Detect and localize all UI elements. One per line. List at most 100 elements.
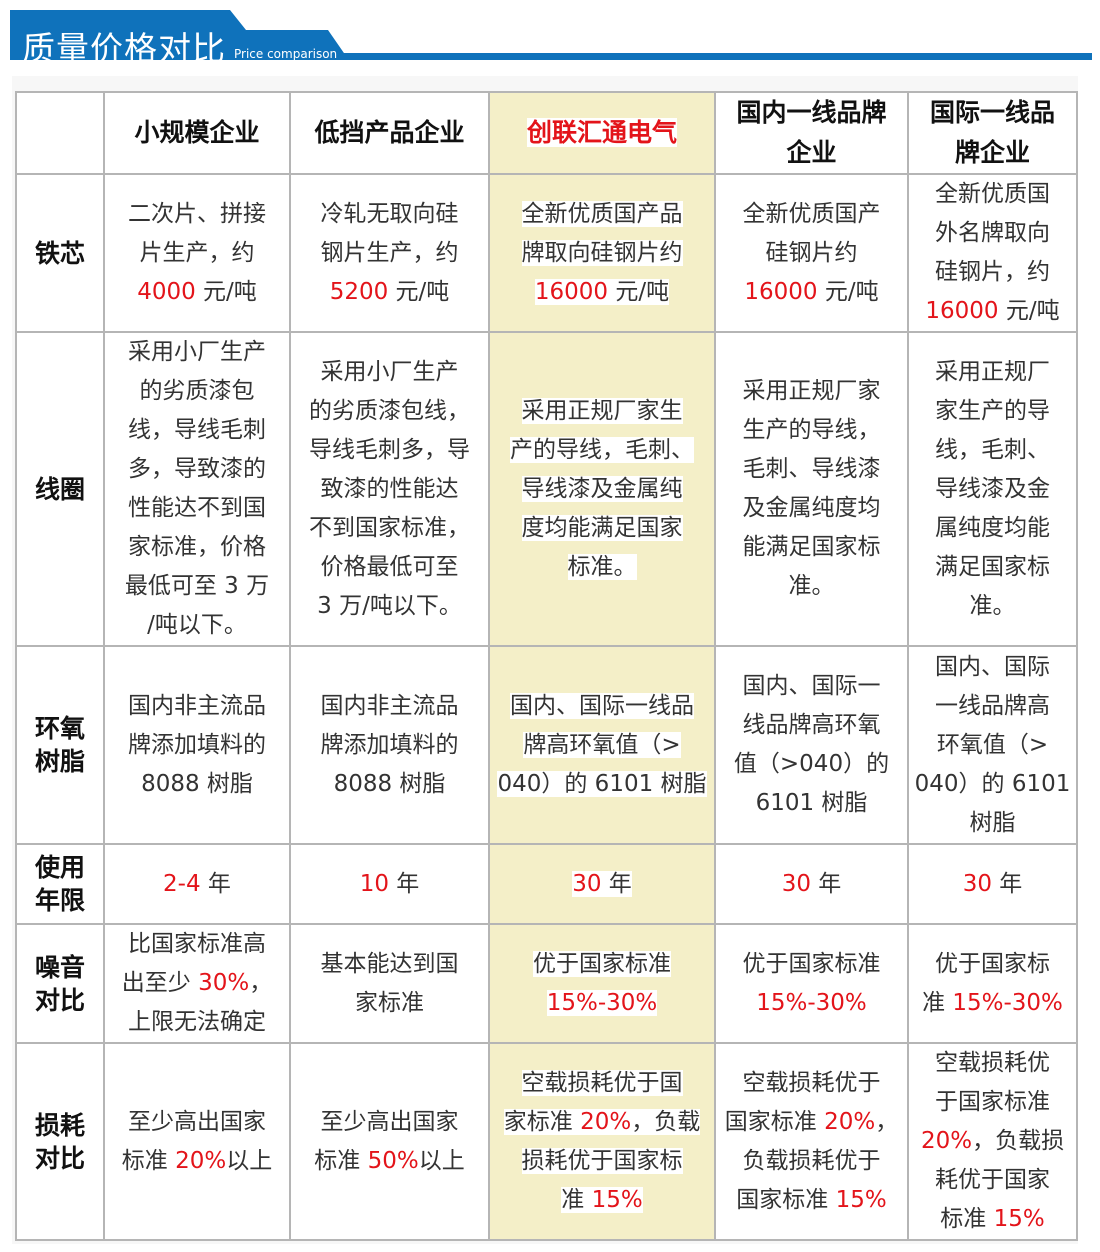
table-cell: 比国家标准高 出至少 30%， 上限无法确定: [103, 923, 291, 1044]
cell-line-text: 及金属纯度均: [743, 495, 881, 521]
header-line: 国际一线品: [909, 93, 1076, 133]
cell-line: 空载损耗优于国: [490, 1064, 714, 1103]
cell-line: 空载损耗优: [909, 1044, 1076, 1083]
table-cell: 2-4 年: [103, 843, 291, 925]
cell-line-text: 度均能满足国家: [521, 514, 683, 541]
cell-line-text: 30 年: [572, 870, 632, 897]
cell-text: 生产的导线，: [742, 417, 881, 443]
cell-line-text: 性能达不到国: [128, 495, 266, 521]
cell-line: 耗优于国家: [909, 1161, 1076, 1200]
header-text: 国际一线品: [929, 98, 1055, 127]
table-cell: 国内、国际一线品 牌高环氧值（> 040）的 6101 树脂: [488, 645, 716, 845]
cell-line: 二次片、拼接: [105, 195, 289, 234]
cell-text: 准: [561, 1186, 592, 1213]
cell-text: 的劣质漆包: [139, 378, 255, 404]
header-text: 牌企业: [954, 138, 1030, 167]
cell-line: 5200 元/吨: [291, 273, 488, 312]
cell-text: 全新优质国产品: [521, 200, 683, 227]
highlighted-value: 20%: [824, 1108, 876, 1135]
cell-line: 于国家标准: [909, 1083, 1076, 1122]
cell-text: 标准: [940, 1206, 994, 1232]
cell-line: 10 年: [291, 865, 488, 904]
header-text: 小规模企业: [134, 118, 260, 147]
cell-line: 准。: [716, 567, 907, 606]
cell-text: 国家标准: [736, 1186, 836, 1213]
cell-line: 树脂: [909, 804, 1076, 843]
cell-line-text: 全新优质国产: [743, 201, 881, 227]
table-cell: 国内非主流品 牌添加填料的 8088 树脂: [103, 645, 291, 845]
cell-line: 标准。: [490, 548, 714, 587]
cell-line-text: 属纯度均能: [935, 515, 1050, 541]
cell-line-text: 价格最低可至: [321, 554, 459, 580]
cell-line: 导线漆及金属纯: [490, 470, 714, 509]
cell-line-text: 比国家标准高: [128, 931, 266, 957]
cell-line: 15%-30%: [490, 984, 714, 1023]
cell-line: 全新优质国产品: [490, 195, 714, 234]
cell-line: 硅钢片约: [716, 234, 907, 273]
cell-text: 准: [922, 989, 953, 1016]
cell-text: 准。: [788, 573, 835, 599]
cell-line: 最低可至 3 万: [105, 567, 289, 606]
cell-line-text: 多，导致漆的: [128, 456, 266, 482]
cell-line: 及金属纯度均: [716, 489, 907, 528]
cell-line-text: 树脂: [970, 810, 1016, 836]
cell-line-text: 30 年: [963, 871, 1023, 897]
table-cell: 全新优质国产硅钢片约 16000 元/吨: [714, 173, 909, 333]
cell-text: 以上: [418, 1147, 465, 1174]
cell-line-text: 耗优于国家: [935, 1167, 1050, 1193]
table-row: 损耗 对比 至少高出国家 标准 20%以上 至少高出国家 标准 50%以上 空载损耗优于国家…: [15, 1042, 1078, 1241]
cell-line-text: 标准 15%: [940, 1206, 1044, 1232]
cell-line: 准 15%-30%: [909, 984, 1076, 1023]
table-cell: 采用正规厂家生产的导线，毛刺、导线漆及金属纯度均能满足国家标准。: [907, 331, 1078, 647]
table-cell: 30 年: [488, 843, 716, 925]
table-row: 线圈 采用小厂生产 的劣质漆包 线，导线毛刺 多，导致漆的 性能达不到国 家标准，价格 最低可…: [15, 331, 1078, 647]
cell-line-text: 空载损耗优于: [743, 1070, 881, 1096]
highlighted-value: 15%: [591, 1186, 643, 1213]
cell-text: 于国家标准: [935, 1089, 1050, 1115]
table-row: 铁芯 二次片、拼接 片生产，约 4000 元/吨 冷轧无取向硅 钢片生产，约 5200 元/…: [15, 173, 1078, 333]
row-label-line: 噪音: [34, 952, 85, 982]
cell-line-text: 准。: [789, 573, 835, 599]
cell-line: 8088 树脂: [105, 765, 289, 804]
cell-line: 国内、国际: [909, 648, 1076, 687]
cell-text: 国内、国际: [935, 653, 1050, 680]
cell-line-text: 上限无法确定: [128, 1009, 266, 1035]
cell-text: 性能达不到国: [128, 495, 266, 521]
cell-text: 年: [200, 870, 231, 897]
cell-text: 上限无法确定: [128, 1009, 266, 1035]
cell-line-text: 优于国家标: [935, 951, 1050, 977]
cell-line: 国内非主流品: [291, 687, 488, 726]
table-row: 噪音 对比 比国家标准高 出至少 30%， 上限无法确定 基本能达到国 家标准 优于国家标准 1…: [15, 923, 1078, 1044]
cell-line: 不到国家标准，: [291, 509, 488, 548]
cell-line: 牌添加填料的: [105, 726, 289, 765]
cell-line-text: 采用小厂生产: [321, 359, 459, 385]
cell-line: 家标准 20%，负载: [490, 1103, 714, 1142]
cell-line-text: 基本能达到国: [321, 951, 459, 977]
cell-text: 至少高出国家: [128, 1108, 266, 1135]
header-text: 低挡产品企业: [314, 118, 465, 147]
cell-line-text: 16000 元/吨: [744, 279, 878, 305]
cell-line-text: 一线品牌高: [935, 693, 1050, 719]
cell-text: 耗优于国家: [935, 1167, 1050, 1193]
cell-text: ，负载损: [972, 1128, 1065, 1154]
cell-line-text: 牌取向硅钢片约: [521, 239, 683, 266]
cell-line: 牌高环氧值（>: [490, 726, 714, 765]
row-label: 噪音 对比: [15, 923, 105, 1044]
row-label: 环氧 树脂: [15, 645, 105, 845]
cell-line: 国家标准 15%: [716, 1181, 907, 1220]
cell-line: 15%-30%: [716, 984, 907, 1023]
row-label-line: 环氧: [34, 714, 85, 743]
cell-line: 性能达不到国: [105, 489, 289, 528]
cell-line: 采用正规厂家: [716, 372, 907, 411]
cell-line: 一线品牌高: [909, 687, 1076, 726]
cell-text: 国内、国际一: [742, 673, 881, 699]
cell-line: 全新优质国: [909, 175, 1076, 214]
cell-line: 标准 20%以上: [105, 1142, 289, 1181]
table-cell: 至少高出国家标准 20%以上: [103, 1042, 291, 1241]
cell-line-text: 的劣质漆包线，: [309, 398, 470, 424]
row-label-line: 线圈: [34, 474, 85, 504]
cell-line: 6101 树脂: [716, 784, 907, 823]
cell-line: 标准 15%: [909, 1200, 1076, 1239]
row-label-line: 树脂: [34, 747, 85, 776]
highlighted-value: 16000: [925, 298, 999, 324]
